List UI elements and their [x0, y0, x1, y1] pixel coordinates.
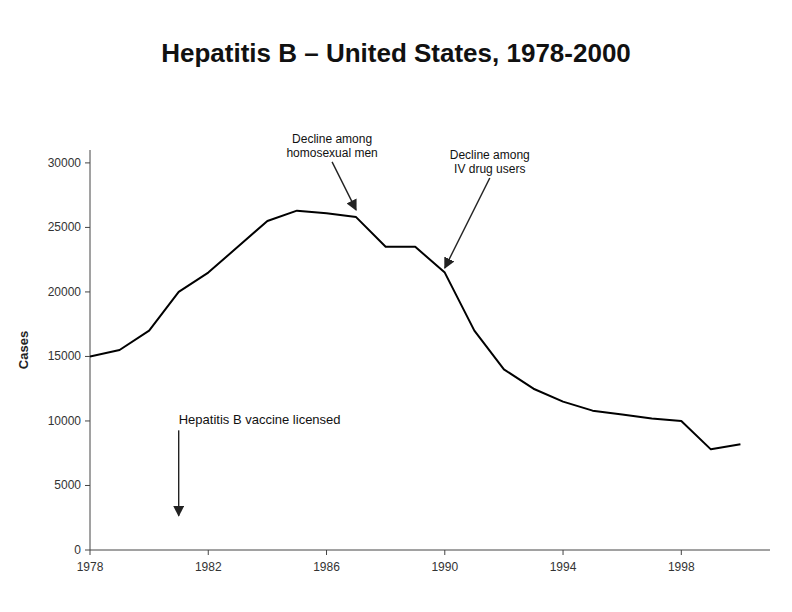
- x-tick: [90, 550, 91, 555]
- y-tick: [85, 550, 90, 551]
- annotation-line: IV drug users: [454, 162, 525, 176]
- annotation: Decline amongIV drug users: [450, 148, 530, 176]
- x-tick-label: 1982: [195, 560, 222, 574]
- y-tick: [85, 356, 90, 357]
- plot-area: [90, 211, 740, 450]
- annotation: Decline amonghomosexual men: [286, 132, 377, 160]
- y-axis-line: [90, 150, 91, 550]
- chart: Hepatitis B – United States, 1978-2000 0 5…: [0, 0, 792, 612]
- x-tick-label: 1998: [668, 560, 695, 574]
- annotation: Hepatitis B vaccine licensed: [179, 412, 341, 427]
- x-tick: [326, 550, 327, 555]
- annotation-arrow: [332, 162, 356, 210]
- x-tick-label: 1990: [431, 560, 458, 574]
- annotation-line: Hepatitis B vaccine licensed: [179, 412, 341, 427]
- x-tick: [563, 550, 564, 555]
- y-axis-label: Cases: [16, 331, 31, 369]
- y-tick-label: 25000: [48, 220, 82, 234]
- x-tick: [681, 550, 682, 555]
- x-tick-label: 1994: [550, 560, 577, 574]
- line: [90, 211, 740, 450]
- y-tick-label: 30000: [48, 156, 82, 170]
- y-tick-label: 0: [74, 543, 81, 557]
- x-axis-line: [90, 550, 770, 551]
- annotation-line: Decline among: [450, 148, 530, 162]
- annotation-line: homosexual men: [286, 146, 377, 160]
- x-tick-label: 1986: [313, 560, 340, 574]
- x-tick: [444, 550, 445, 555]
- annotation-line: Decline among: [292, 132, 372, 146]
- y-tick: [85, 420, 90, 421]
- y-tick-label: 20000: [48, 285, 82, 299]
- annotation-arrow: [445, 178, 490, 268]
- y-tick-label: 15000: [48, 349, 82, 363]
- y-tick: [85, 162, 90, 163]
- annotation-arrow: [178, 430, 179, 515]
- title: Hepatitis B – United States, 1978-2000: [161, 38, 631, 68]
- y-tick: [85, 227, 90, 228]
- y-tick-label: 5000: [54, 478, 81, 492]
- y-tick: [85, 291, 90, 292]
- x-tick-label: 1978: [77, 560, 104, 574]
- y-tick: [85, 485, 90, 486]
- y-tick-label: 10000: [48, 414, 82, 428]
- x-tick: [208, 550, 209, 555]
